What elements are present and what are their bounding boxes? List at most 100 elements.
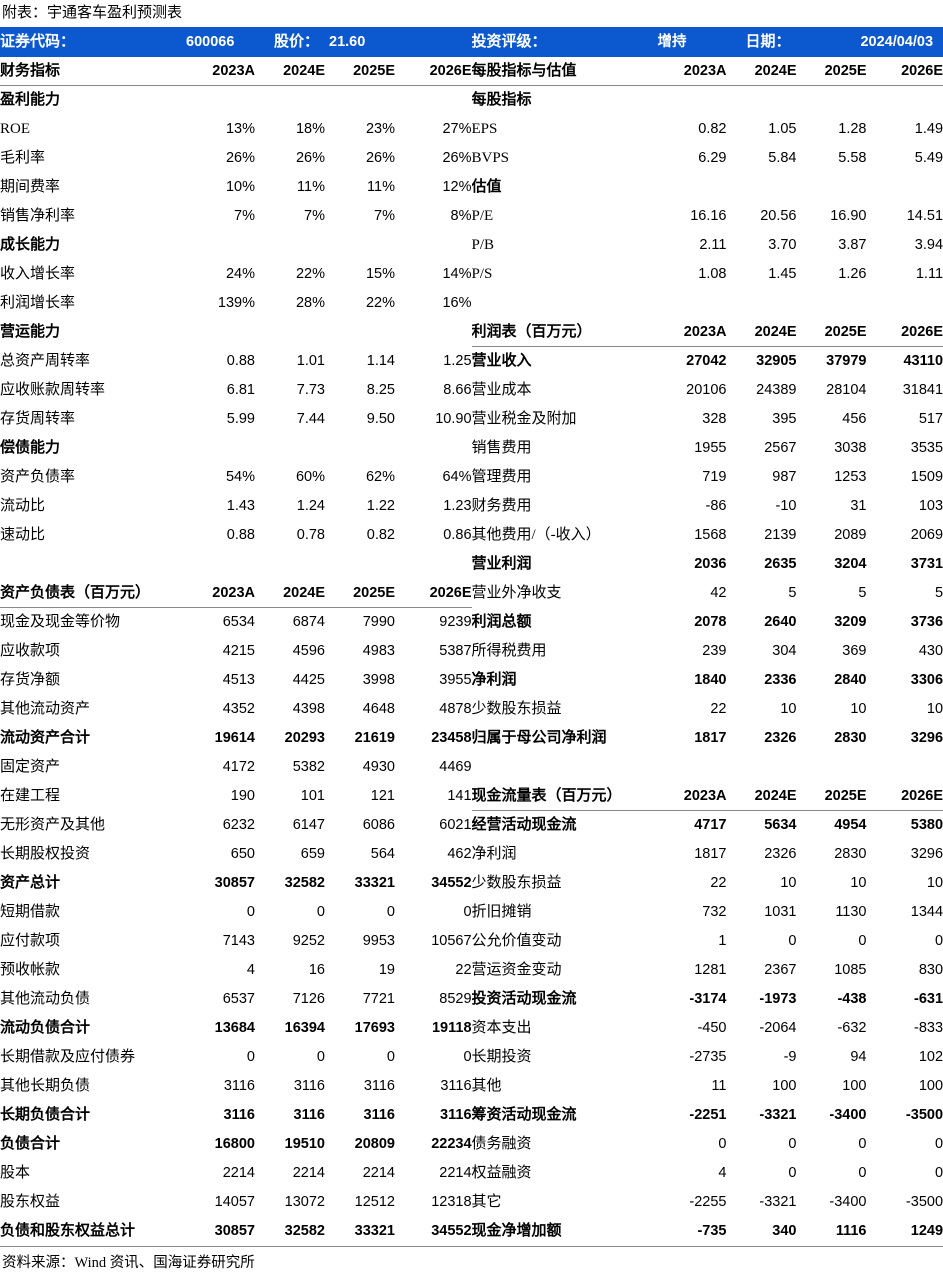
income-statement-row-3-value-1: 2567 [764,440,797,456]
right-s1-row-2-label: P/S [471,266,493,282]
income-statement-row-13-value-1: 2326 [764,730,797,746]
income-statement-row-4-value-3: 1509 [910,469,943,485]
cash-flow-row-2-value-1: 10 [780,875,797,891]
right-metrics-header-year-0: 2023A [653,57,727,86]
left-s3-row-1-value-0: 1.43 [226,498,255,514]
left-s1-row-0-value-0: 24% [225,266,255,282]
right-s1-row-0-value-2: 16.90 [830,208,867,224]
income-statement-row-8-value-3: 5 [934,585,943,601]
balance-sheet-row-8-value-3: 462 [447,846,472,862]
income-statement-row-3-value-0: 1955 [694,440,727,456]
cash-flow-row-14-value-3: 1249 [910,1223,943,1239]
balance-sheet-row-16-value-2: 3116 [363,1078,395,1094]
balance-sheet-row-17-value-0: 3116 [223,1107,255,1123]
balance-sheet-row-15-value-2: 0 [386,1049,395,1065]
left-section-2-blank-3 [395,318,472,347]
balance-sheet-row-21-value-3: 34552 [431,1223,472,1239]
balance-sheet-row-4-value-1: 20293 [284,730,325,746]
left-s2-row-0: 总资产周转率 0.88 1.01 1.14 1.25 [0,347,472,376]
cash-flow-row-10-value-2: -3400 [829,1107,867,1123]
balance-sheet-row-12-value-2: 19 [378,962,395,978]
balance-sheet-row-6-value-0: 190 [230,788,255,804]
income-statement-row-8-value-1: 5 [788,585,797,601]
left-s3-row-0-value-2: 62% [365,469,395,485]
right-metrics-header-year-2: 2025E [796,57,867,86]
income-statement-row-8: 营业外净收支 42 5 5 5 [472,579,943,608]
right-s0-row-1-value-0: 6.29 [698,150,727,166]
balance-sheet-row-11-value-1: 9252 [292,933,325,949]
left-s2-row-2-label: 存货周转率 [0,411,76,427]
right-s0-row-0-value-3: 1.49 [914,121,943,137]
left-gap-1-cell-4 [395,550,472,579]
left-s3-row-2-value-0: 0.88 [226,527,255,543]
cash-flow-row-5-value-3: 830 [918,962,943,978]
left-section-2-blank-2 [325,318,395,347]
balance-sheet-row-13-value-0: 6537 [222,991,255,1007]
income-statement-row-13-value-0: 1817 [694,730,727,746]
income-statement-header-year-1: 2024E [726,318,797,347]
left-metrics-header-year-2: 2025E [325,57,395,86]
balance-sheet-row-11-value-0: 7143 [222,933,255,949]
cash-flow-row-10-value-3: -3500 [905,1107,943,1123]
income-statement-row-1-value-3: 31841 [902,382,943,398]
left-s1-row-1-label: 利润增长率 [0,295,76,311]
cash-flow-row-12-value-1: 0 [788,1165,797,1181]
income-statement-row-10: 所得税费用 239 304 369 430 [472,637,943,666]
cash-flow-row-2-value-3: 10 [926,875,943,891]
cash-flow-row-8-value-2: 94 [850,1049,867,1065]
left-s1-row-1-value-0: 139% [217,295,255,311]
balance-sheet-row-2-value-0: 4513 [222,672,255,688]
balance-sheet-row-8: 长期股权投资 650 659 564 462 [0,840,472,869]
right-section-1-blank-0 [654,173,727,202]
income-statement-row-11-label: 净利润 [471,672,517,688]
left-gap-1-cell-0 [0,550,182,579]
balance-sheet-row-0-value-2: 7990 [362,614,395,630]
balance-sheet-row-20-value-2: 12512 [354,1194,395,1210]
balance-sheet-row-16-value-3: 3116 [440,1078,472,1094]
balance-sheet-row-20-value-1: 13072 [284,1194,325,1210]
balance-sheet-row-7-value-1: 6147 [292,817,325,833]
cash-flow-row-2: 少数股东损益 22 10 10 10 [472,869,943,898]
balance-sheet-row-18-value-2: 20809 [354,1136,395,1152]
balance-sheet-header: 资产负债表（百万元） 2023A 2024E 2025E 2026E [0,579,472,608]
balance-sheet-row-14: 流动负债合计 13684 16394 17693 19118 [0,1014,472,1043]
income-statement-header-year-2: 2025E [796,318,867,347]
left-table: 证券代码： 600066 股价： 21.60 财务指标 2023A 2024E 2025E 20… [0,27,472,1246]
cash-flow-row-10-label: 筹资活动现金流 [471,1107,577,1123]
balance-sheet-row-0: 现金及现金等价物 6534 6874 7990 9239 [0,608,472,638]
right-s0-row-1-value-3: 5.49 [914,150,943,166]
income-statement-row-7-value-3: 3731 [910,556,943,572]
left-section-2-label: 营运能力 [0,324,61,340]
right-s0-row-1: BVPS 6.29 5.84 5.58 5.49 [472,144,943,173]
balance-sheet-row-2-value-1: 4425 [292,672,325,688]
left-s2-row-1-value-0: 6.81 [226,382,255,398]
balance-sheet-row-7-value-2: 6086 [362,817,395,833]
cash-flow-row-1-label: 净利润 [471,846,517,862]
left-s0-row-3-value-1: 7% [304,208,325,224]
balance-sheet-row-5-value-3: 4469 [439,759,472,775]
left-s2-row-2: 存货周转率 5.99 7.44 9.50 10.90 [0,405,472,434]
income-statement-row-2-value-3: 517 [918,411,943,427]
left-section-2-blank-0 [182,318,255,347]
left-s2-row-1-value-1: 7.73 [296,382,325,398]
left-section-3: 偿债能力 [0,434,472,463]
report-date-label: 日期： [726,27,797,57]
cash-flow-row-0-value-3: 5380 [910,817,943,833]
balance-sheet-row-12: 预收帐款 4 16 19 22 [0,956,472,985]
left-section-1-blank-3 [395,231,472,260]
balance-sheet-row-3-value-1: 4398 [292,701,325,717]
balance-sheet-row-7-value-3: 6021 [439,817,472,833]
cash-flow-row-8: 长期投资 -2735 -9 94 102 [472,1043,943,1072]
left-section-1-blank-0 [182,231,255,260]
income-statement-header-year-3: 2026E [866,318,943,347]
left-s3-row-1-value-2: 1.22 [366,498,395,514]
balance-sheet-row-7: 无形资产及其他 6232 6147 6086 6021 [0,811,472,840]
left-metrics-header-label: 财务指标 [0,57,182,86]
balance-sheet-row-21-value-2: 33321 [354,1223,395,1239]
balance-sheet-row-19: 股本 2214 2214 2214 2214 [0,1159,472,1188]
income-statement-row-11: 净利润 1840 2336 2840 3306 [472,666,943,695]
left-s3-row-0-label: 资产负债率 [0,469,76,485]
cash-flow-row-8-value-0: -2735 [689,1049,727,1065]
income-statement-row-13-value-2: 2830 [834,730,867,746]
cash-flow-row-11-value-3: 0 [934,1136,943,1152]
